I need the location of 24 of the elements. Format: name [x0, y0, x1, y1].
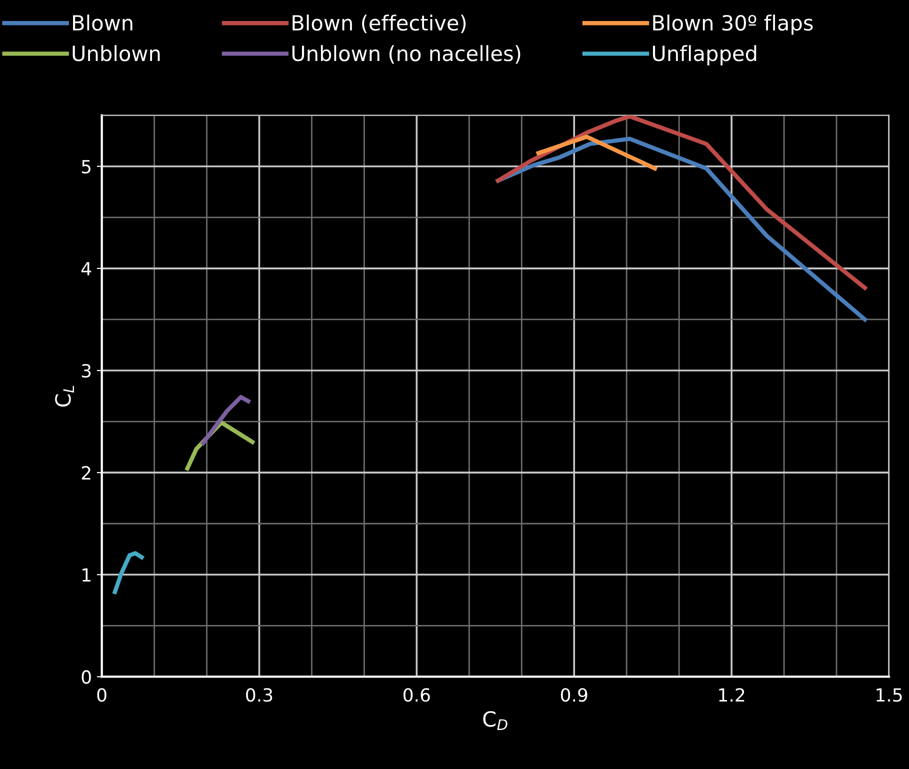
y-tick-label: 3 [82, 364, 91, 378]
legend-label: Unblown [72, 45, 160, 62]
legend-label: Blown (effective) [292, 14, 466, 34]
y-tick-label: 5 [82, 160, 91, 174]
x-tick-label: 0.3 [246, 688, 272, 702]
y-tick-label: 2 [82, 466, 90, 480]
x-tick-label: 1.5 [876, 688, 902, 702]
x-axis-title: C$_{D}$ [483, 711, 508, 730]
line-series [496, 136, 867, 322]
y-axis-title: C$_{L}$ [55, 386, 74, 407]
line-series [112, 551, 144, 594]
x-tick-label: 1.2 [719, 688, 744, 702]
y-tick-label: 1 [82, 568, 90, 582]
line-series [201, 394, 250, 446]
legend-label: Blown 30º flaps [653, 14, 813, 35]
x-tick-label: 0.6 [404, 688, 430, 702]
x-tick-label: 0.9 [560, 688, 588, 702]
legend-label: Unflapped [652, 45, 756, 66]
line-series [496, 115, 867, 290]
x-tick-label: 0 [97, 688, 106, 702]
legend-label: Unblown (no nacelles) [292, 45, 520, 64]
y-tick-label: 4 [81, 262, 92, 276]
y-tick-label: 0 [82, 670, 91, 684]
legend-label: Blown [73, 14, 132, 31]
